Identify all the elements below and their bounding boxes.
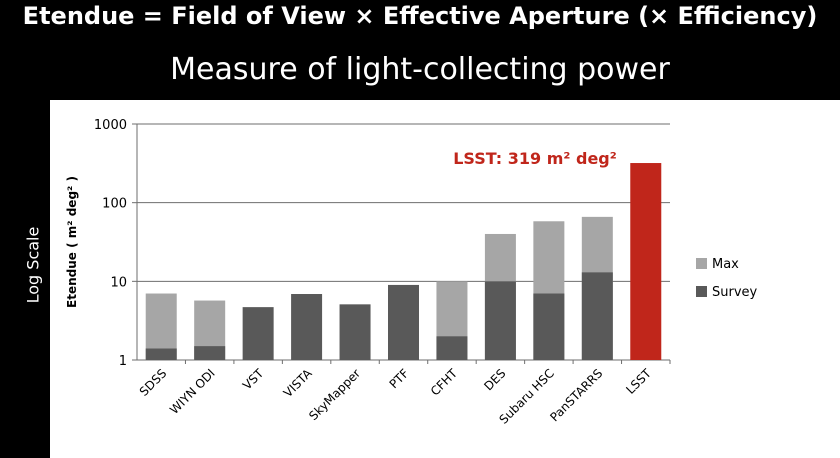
bar-survey: [436, 336, 468, 360]
x-tick-label: SkyMapper: [306, 366, 363, 423]
chart-panel: [50, 100, 840, 458]
y-axis-label: Etendue ( m² deg² ): [65, 176, 79, 308]
legend-label-survey: Survey: [712, 285, 758, 300]
bar-survey: [145, 348, 177, 360]
x-tick-label: VST: [240, 366, 267, 393]
bar-survey: [484, 281, 516, 360]
bar-survey: [194, 346, 226, 360]
bar-survey: [291, 294, 323, 360]
x-tick-label: SDSS: [137, 366, 170, 399]
bar-survey: [339, 304, 371, 360]
x-tick-label: LSST: [623, 366, 654, 397]
bar-survey: [581, 272, 613, 360]
bar-survey: [388, 284, 419, 360]
x-tick-label: PTF: [387, 366, 412, 391]
x-tick-label: WIYN ODI: [167, 366, 218, 417]
bar-lsst: [630, 163, 662, 360]
x-tick-label: CFHT: [428, 366, 461, 399]
y-tick-label: 1: [119, 354, 127, 369]
legend-swatch-max: [696, 258, 707, 269]
y-tick-label: 100: [102, 197, 127, 212]
slide-title: Etendue = Field of View × Effective Aper…: [22, 2, 818, 30]
x-tick-label: DES: [481, 366, 508, 393]
slide-subtitle: Measure of light-collecting power: [170, 52, 670, 87]
bar-survey: [242, 307, 274, 360]
y-tick-label: 1000: [94, 118, 127, 133]
bar-survey: [533, 293, 565, 360]
x-tick-label: VISTA: [281, 366, 315, 400]
lsst-annotation: LSST: 319 m² deg²: [453, 149, 617, 168]
legend-label-max: Max: [712, 257, 739, 272]
x-tick-label: PanSTARRS: [547, 366, 605, 424]
y-tick-label: 10: [110, 275, 127, 290]
legend-swatch-survey: [696, 286, 707, 297]
